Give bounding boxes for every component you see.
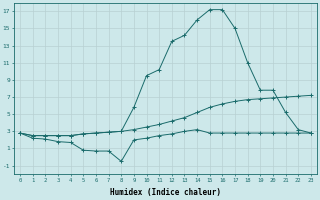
X-axis label: Humidex (Indice chaleur): Humidex (Indice chaleur): [110, 188, 221, 197]
